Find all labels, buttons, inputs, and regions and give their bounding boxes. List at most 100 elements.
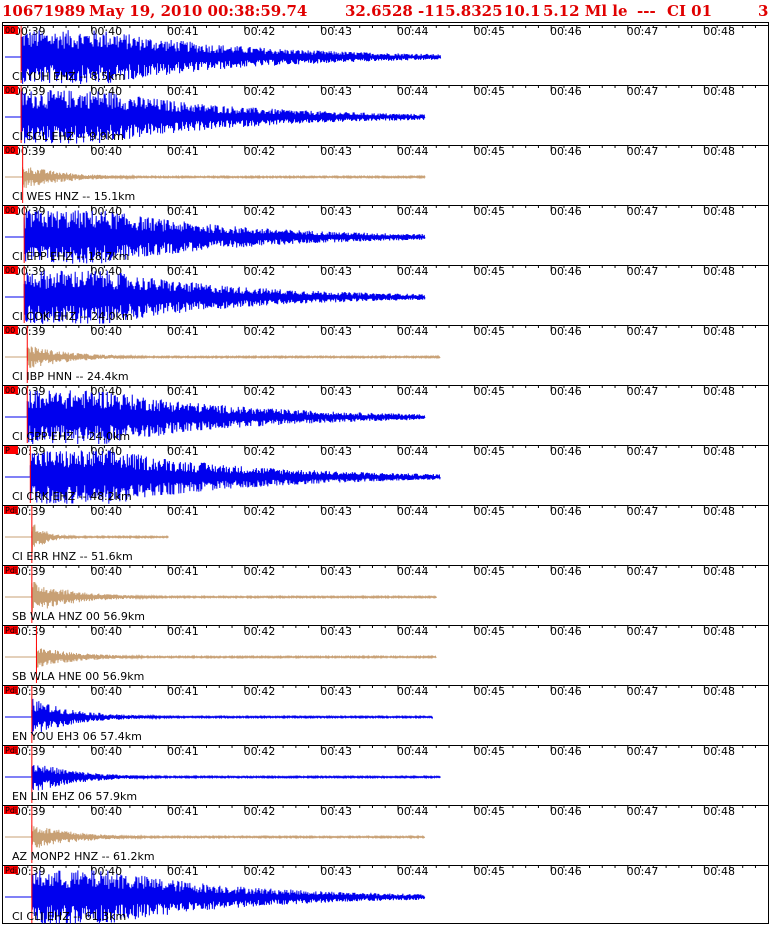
time-tick-label: 00:42: [244, 145, 276, 158]
pick-label: 00: [5, 146, 15, 155]
waveform-trace: [5, 765, 441, 791]
time-tick-label: 00:47: [627, 685, 659, 698]
time-tick-label: 00:40: [90, 205, 122, 218]
pick-marker: [4, 86, 18, 94]
time-tick-label: 00:46: [550, 745, 582, 758]
time-tick-label: 00:39: [14, 805, 46, 818]
event-depth: 10.1: [504, 2, 541, 20]
time-tick-label: 00:40: [90, 685, 122, 698]
time-tick-label: 00:48: [703, 685, 735, 698]
time-tick-label: 00:43: [320, 565, 352, 578]
pick-marker: [4, 206, 18, 214]
time-tick-label: 00:39: [14, 25, 46, 38]
time-tick-label: 00:48: [703, 25, 735, 38]
time-tick-label: 00:44: [397, 205, 429, 218]
pick-marker: [4, 146, 18, 154]
trace-row: 00:39 00:40 00:41 00:42 00:43 00:44 00:45 00:46…: [3, 205, 768, 264]
time-tick-label: 00:45: [473, 145, 505, 158]
pick-label: Pdi: [5, 806, 17, 815]
trace-row: 00:39 00:40 00:41 00:42 00:43 00:44 00:45 00:46…: [3, 85, 768, 144]
time-tick-label: 00:39: [14, 325, 46, 338]
time-tick-label: 00:42: [244, 385, 276, 398]
pick-marker: [4, 506, 18, 514]
time-tick-label: 00:39: [14, 745, 46, 758]
station-label: SB WLA HNE 00 56.9km: [12, 670, 144, 683]
trace-row: 00:39 00:40 00:41 00:42 00:43 00:44 00:45 00:46…: [3, 505, 768, 563]
time-tick-label: 00:40: [90, 85, 122, 98]
time-tick-label: 00:39: [14, 685, 46, 698]
trace-row: 00:39 00:40 00:41 00:42 00:43 00:44 00:45 00:46…: [3, 265, 768, 324]
time-tick-label: 00:41: [167, 265, 199, 278]
time-tick-label: 00:48: [703, 805, 735, 818]
time-tick-label: 00:48: [703, 205, 735, 218]
time-tick-label: 00:40: [90, 145, 122, 158]
time-tick-label: 00:40: [90, 505, 122, 518]
station-label: CI EPP EHZ -- 18.7km: [12, 250, 129, 263]
time-tick-label: 00:40: [90, 805, 122, 818]
waveform-trace: [5, 524, 169, 553]
pick-marker: [4, 866, 18, 874]
time-tick-label: 00:40: [90, 745, 122, 758]
time-tick-label: 00:45: [473, 625, 505, 638]
event-header: 10671989 May 19, 2010 00:38:59.74 32.652…: [0, 0, 771, 22]
time-tick-label: 00:40: [90, 625, 122, 638]
time-tick-label: 00:46: [550, 25, 582, 38]
station-label: CI IBP HNN -- 24.4km: [12, 370, 129, 383]
pick-marker: [4, 326, 18, 334]
time-tick-label: 00:45: [473, 505, 505, 518]
time-tick-label: 00:42: [244, 445, 276, 458]
event-flags: ---: [637, 2, 656, 20]
time-tick-label: 00:46: [550, 325, 582, 338]
time-tick-label: 00:47: [627, 205, 659, 218]
time-tick-label: 00:45: [473, 565, 505, 578]
station-label: CI CRK EHZ -- 48.2km: [12, 490, 132, 503]
time-tick-label: 00:44: [397, 565, 429, 578]
time-tick-label: 00:46: [550, 565, 582, 578]
waveform-trace: [5, 582, 437, 613]
pick-label: Pdi: [5, 866, 17, 875]
time-tick-label: 00:39: [14, 505, 46, 518]
event-longitude: -115.8325: [418, 2, 503, 20]
event-magnitude: 5.12 Ml le: [543, 2, 628, 20]
waveform-trace: [5, 346, 441, 368]
waveform-trace: [5, 698, 433, 735]
time-tick-label: 00:42: [244, 805, 276, 818]
pick-label: Pdi: [5, 506, 17, 515]
time-tick-label: 00:45: [473, 265, 505, 278]
waveform-trace: [5, 210, 426, 264]
time-tick-label: 00:42: [244, 205, 276, 218]
time-tick-label: 00:45: [473, 445, 505, 458]
time-tick-label: 00:45: [473, 325, 505, 338]
waveform-trace: [5, 90, 426, 144]
time-tick-label: 00:44: [397, 265, 429, 278]
time-tick-label: 00:47: [627, 565, 659, 578]
time-tick-label: 00:48: [703, 325, 735, 338]
pick-label: Pdi: [5, 566, 17, 575]
time-tick-label: 00:46: [550, 685, 582, 698]
time-tick-label: 00:41: [167, 805, 199, 818]
time-tick-label: 00:44: [397, 325, 429, 338]
pick-marker: [4, 386, 18, 394]
time-tick-label: 00:41: [167, 745, 199, 758]
time-tick-label: 00:45: [473, 85, 505, 98]
trace-row: 00:39 00:40 00:41 00:42 00:43 00:44 00:45 00:46…: [3, 805, 768, 863]
time-tick-label: 00:44: [397, 505, 429, 518]
time-tick-label: 00:41: [167, 565, 199, 578]
waveform-trace: [5, 167, 426, 189]
time-tick-label: 00:46: [550, 865, 582, 878]
time-tick-label: 00:48: [703, 505, 735, 518]
time-tick-label: 00:48: [703, 385, 735, 398]
time-tick-label: 00:45: [473, 25, 505, 38]
time-tick-label: 00:40: [90, 325, 122, 338]
time-tick-label: 00:48: [703, 265, 735, 278]
time-tick-label: 00:44: [397, 865, 429, 878]
pick-label: 00: [5, 206, 15, 215]
time-tick-label: 00:41: [167, 625, 199, 638]
time-tick-label: 00:46: [550, 205, 582, 218]
time-tick-label: 00:44: [397, 25, 429, 38]
time-tick-label: 00:41: [167, 865, 199, 878]
time-tick-label: 00:44: [397, 685, 429, 698]
time-tick-label: 00:46: [550, 385, 582, 398]
time-tick-label: 00:43: [320, 865, 352, 878]
